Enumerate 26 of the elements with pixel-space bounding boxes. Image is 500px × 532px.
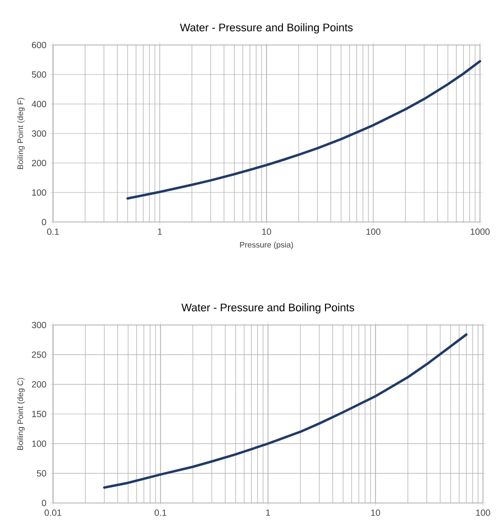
y-tick-label: 300 bbox=[32, 130, 46, 137]
x-tick-label: 100 bbox=[476, 510, 490, 516]
y-tick-label: 200 bbox=[32, 381, 46, 388]
x-tick-label: 100 bbox=[366, 228, 380, 235]
x-tick-label: 10 bbox=[262, 228, 272, 235]
y-tick-label: 300 bbox=[32, 322, 46, 328]
y-tick-label: 50 bbox=[36, 470, 46, 477]
y-tick-label: 250 bbox=[32, 351, 46, 358]
x-tick-label: 1000 bbox=[470, 228, 490, 235]
y-tick-label: 500 bbox=[32, 71, 46, 78]
x-tick-label: 0.01 bbox=[44, 510, 62, 516]
x-tick-label: 0.1 bbox=[154, 510, 166, 516]
chart-title: Water - Pressure and Boiling Points bbox=[181, 303, 354, 314]
x-tick-label: 0.1 bbox=[47, 228, 59, 235]
y-tick-label: 400 bbox=[32, 100, 46, 108]
y-tick-label: 0 bbox=[42, 218, 46, 226]
y-tick-label: 150 bbox=[32, 410, 46, 418]
x-tick-label: 1 bbox=[158, 228, 162, 235]
y-tick-label: 100 bbox=[32, 440, 46, 447]
y-tick-label: 100 bbox=[32, 189, 46, 196]
y-tick-label: 200 bbox=[32, 160, 46, 166]
chart-title: Water - Pressure and Boiling Points bbox=[180, 23, 353, 34]
x-tick-label: 1 bbox=[266, 510, 270, 516]
y-tick-label: 0 bbox=[42, 500, 46, 506]
x-tick-label: 10 bbox=[371, 510, 380, 516]
y-tick-label: 600 bbox=[32, 42, 46, 48]
